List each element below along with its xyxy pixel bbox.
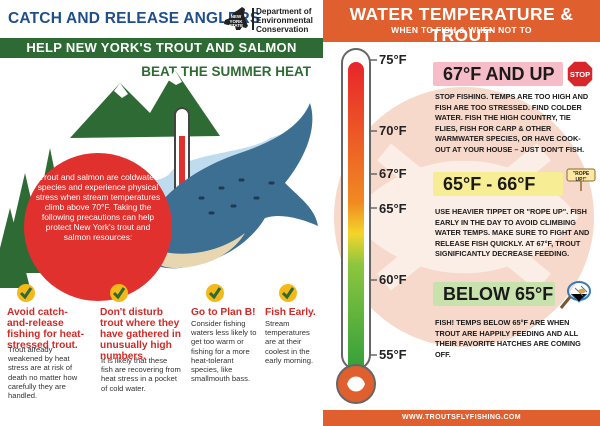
range-header-cool: BELOW 65°F [433, 282, 555, 306]
new-york-state-map-icon [224, 7, 248, 30]
mountain-snow [114, 83, 128, 98]
range-description: Stop fishing. Temps are too high and fis… [435, 92, 589, 154]
rope-up-sign-icon: "ROPE UP!" [566, 168, 596, 192]
thermometer-mercury [179, 136, 185, 218]
water-temperature-panel: WATER TEMPERATURE & TROUT WHEN TO FISH &… [323, 0, 600, 426]
range-header-hot: 67°F AND UP [433, 62, 563, 86]
dec-poster-panel: CATCH AND RELEASE ANGLERS NEW YORK STATE… [0, 6, 323, 426]
trout-fish-icon [140, 103, 318, 269]
range-description: Fish! Temps below 65°F are when trout ar… [435, 318, 581, 359]
panel-title: WATER TEMPERATURE & TROUT [349, 4, 574, 45]
landing-net-icon [559, 281, 591, 309]
subbanner: BEAT THE SUMMER HEAT [141, 64, 311, 79]
checkmark-icon [17, 284, 35, 302]
temp-label-65: 65°F [379, 201, 407, 216]
tip-heading: Fish Early. [265, 307, 316, 318]
tip-body: Trout already weakened by heat stress ar… [8, 345, 78, 401]
temp-label-70: 70°F [379, 123, 407, 138]
trout-belly [150, 233, 245, 268]
mountain-shape [70, 70, 220, 138]
nys-logo-text: NEW YORK STATE [229, 14, 244, 28]
tip-heading: Avoid catch-and-release fishing for heat… [7, 307, 84, 351]
range-label: 67°F AND UP [443, 64, 555, 84]
range-header-warm: 65°F - 66°F [433, 172, 563, 196]
checkmark-icon [110, 284, 128, 302]
trout-emblem-icon [347, 376, 365, 392]
footer-url: WWW.TROUTSFLYFISHING.COM [402, 414, 521, 421]
banner-text: HELP NEW YORK'S TROUT AND SALMON [26, 40, 297, 55]
agency-name: Department of Environmental Conservation [256, 7, 313, 34]
checkmark-icon [279, 284, 297, 302]
tip-body: Consider fishing waters less likely to g… [191, 319, 257, 384]
panel-footer: WWW.TROUTSFLYFISHING.COM [323, 410, 600, 426]
range-label: BELOW 65°F [443, 284, 554, 304]
dec-logo: NEW YORK STATE Department of Environment… [222, 6, 317, 34]
panel-subtitle: WHEN TO FISH & WHEN NOT TO [391, 25, 532, 35]
logo-divider [252, 8, 254, 30]
trout-spots [198, 178, 275, 215]
panel-header: WATER TEMPERATURE & TROUT WHEN TO FISH &… [323, 0, 600, 45]
thermometer-gauge [336, 48, 377, 404]
poster-title: CATCH AND RELEASE ANGLERS [8, 10, 261, 27]
tips-section: Avoid catch-and-release fishing for heat… [0, 283, 323, 426]
range-label: 65°F - 66°F [443, 174, 536, 194]
checkmark-icon [206, 284, 224, 302]
tip-heading: Don't disturb trout where they have gath… [100, 307, 181, 362]
tip-body: Stream temperatures are at their coolest… [265, 319, 314, 365]
tip-body: It is likely that these fish are recover… [101, 356, 181, 393]
range-description: Use heavier tippet or "rope up". Fish ea… [435, 207, 590, 258]
callout-text: Trout and salmon are coldwater species a… [35, 172, 161, 242]
callout-circle [24, 153, 172, 301]
pine-tree-icon [0, 208, 30, 288]
temp-label-55: 55°F [379, 347, 407, 362]
mountain-snow [168, 70, 182, 85]
stop-sign-text: STOP [570, 70, 590, 79]
temp-label-60: 60°F [379, 272, 407, 287]
stop-sign-icon: STOP [566, 60, 594, 88]
thermometer-mercury [348, 62, 364, 374]
temp-label-75: 75°F [379, 52, 407, 67]
temp-label-67: 67°F [379, 166, 407, 181]
rope-up-sign-text: "ROPE UP!" [572, 171, 590, 183]
green-banner: HELP NEW YORK'S TROUT AND SALMON [0, 38, 323, 58]
tip-heading: Go to Plan B! [191, 307, 256, 318]
